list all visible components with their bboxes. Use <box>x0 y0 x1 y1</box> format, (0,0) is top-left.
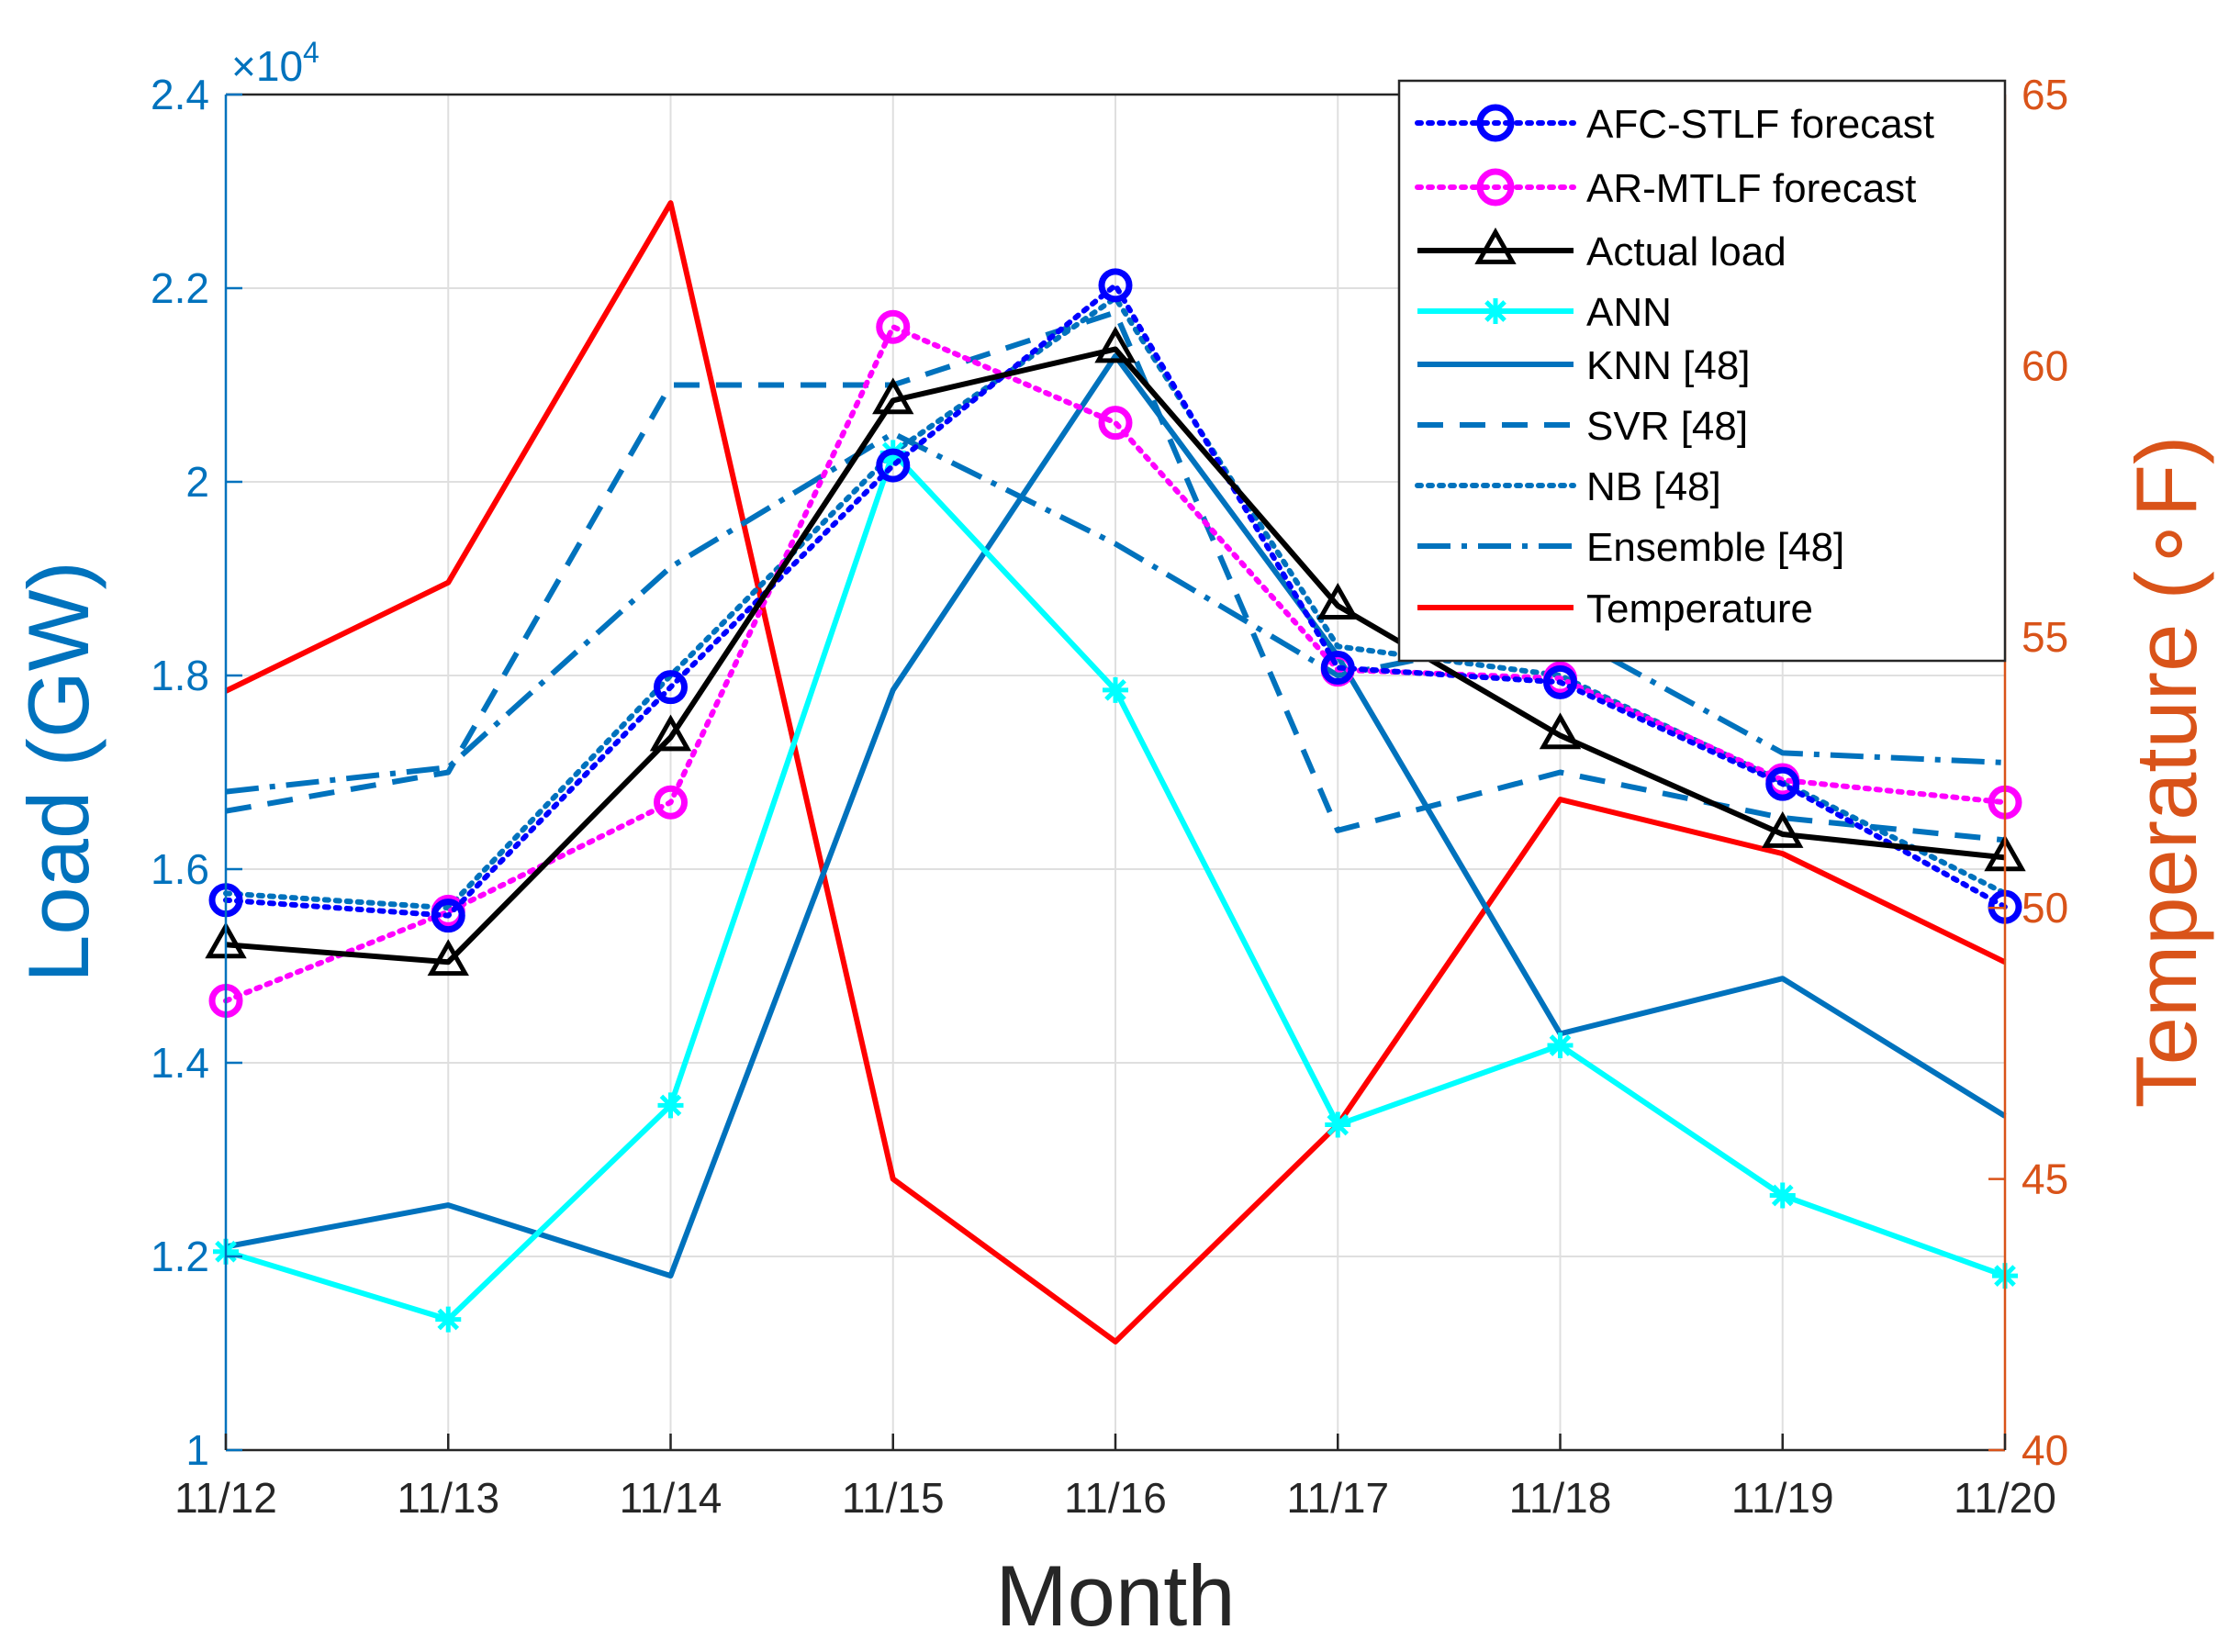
data-point-actual-load <box>872 377 914 415</box>
legend-item-ensemble-48: Ensemble [48] <box>1417 525 1844 570</box>
x-tick-label: 11/16 <box>1064 1474 1167 1522</box>
x-tick-label: 11/20 <box>1954 1474 2056 1522</box>
series-knn-48 <box>225 352 2007 1279</box>
y-left-tick-label: 1 <box>185 1426 209 1474</box>
data-point-actual-load <box>1539 712 1582 750</box>
data-point-actual-load <box>427 939 469 977</box>
data-point-actual-load <box>649 714 692 752</box>
data-point-afc-stlf-forecast <box>1765 766 1800 801</box>
data-point-ann <box>1325 1111 1351 1138</box>
series-line-knn-48 <box>225 352 2007 1279</box>
x-tick-label: 11/14 <box>620 1474 722 1522</box>
legend-item-knn-48: KNN [48] <box>1417 343 1751 388</box>
y-exponent-prefix: ×10 <box>231 42 303 90</box>
x-tick-label: 11/18 <box>1509 1474 1612 1522</box>
legend-item-svr-48: SVR [48] <box>1417 404 1748 449</box>
legend: AFC-STLF forecast AR-MTLF forecast Actual … <box>1397 79 2007 663</box>
legend-marker-ann <box>1483 298 1508 324</box>
data-point-ann <box>1103 676 1128 703</box>
series-line-actual-load <box>225 346 2006 966</box>
y-axis-left-label: Load (GW) <box>10 561 106 983</box>
y-left-tick-label: 1.4 <box>151 1039 209 1087</box>
legend-label-actual-load: Actual load <box>1586 229 1786 274</box>
data-point-ann <box>435 1306 462 1333</box>
x-tick-label: 11/12 <box>174 1474 277 1522</box>
legend-label-svr-48: SVR [48] <box>1586 404 1748 449</box>
data-point-actual-load <box>1094 326 1137 363</box>
axes: 1 1.2 1.4 1.6 1.8 2 2.2 2.4 40 45 50 55 60 65 11/12 11/… <box>151 71 2068 1522</box>
series-actual-load <box>205 326 2026 977</box>
y-left-tick-label: 2 <box>185 458 209 506</box>
legend-marker-afc-stlf-forecast <box>1476 104 1515 142</box>
data-point-ann <box>657 1092 684 1119</box>
y-left-tick-label: 2.2 <box>151 264 209 312</box>
data-point-actual-load <box>1316 582 1359 620</box>
x-tick-label: 11/15 <box>842 1474 945 1522</box>
data-point-ann <box>1769 1182 1796 1209</box>
series-line-ensemble-48 <box>225 430 2006 795</box>
legend-marker-actual-load <box>1474 227 1517 264</box>
legend-item-ann: ANN <box>1417 290 1672 335</box>
series-line-ar-mtlf-forecast <box>223 324 2008 1004</box>
y-right-tick-label: 50 <box>2022 884 2068 932</box>
data-point-ann <box>1547 1032 1574 1059</box>
data-point-afc-stlf-forecast <box>654 670 688 705</box>
data-point-afc-stlf-forecast <box>431 899 465 933</box>
legend-label-knn-48: KNN [48] <box>1586 343 1751 388</box>
data-point-actual-load <box>1762 810 1804 848</box>
y-left-tick-label: 1.8 <box>151 652 209 699</box>
series-afc-stlf-forecast <box>208 268 2022 933</box>
y-exponent-label: ×104 <box>231 36 319 90</box>
data-point-ar-mtlf-forecast <box>876 309 911 344</box>
x-axis-label: Month <box>995 1547 1235 1644</box>
y-axis-right-label: Temperature (∘F) <box>2118 436 2214 1109</box>
data-point-afc-stlf-forecast <box>1320 651 1355 686</box>
legend-item-temperature: Temperature <box>1417 586 1813 631</box>
x-tick-label: 11/13 <box>397 1474 499 1522</box>
legend-item-actual-load: Actual load <box>1417 227 1786 274</box>
legend-item-nb-48: NB [48] <box>1415 464 1721 509</box>
data-point-afc-stlf-forecast <box>1543 664 1577 699</box>
legend-label-ar-mtlf-forecast: AR-MTLF forecast <box>1586 166 1916 211</box>
y-left-tick-label: 1.2 <box>151 1233 209 1280</box>
x-tick-label: 11/17 <box>1286 1474 1389 1522</box>
legend-label-ensemble-48: Ensemble [48] <box>1586 525 1844 570</box>
y-left-tick-label: 1.6 <box>151 845 209 893</box>
data-series <box>205 200 2026 1345</box>
legend-label-afc-stlf-forecast: AFC-STLF forecast <box>1586 102 1934 147</box>
series-line-temperature <box>224 200 2007 1345</box>
legend-label-ann: ANN <box>1586 290 1672 335</box>
data-point-afc-stlf-forecast <box>1098 268 1133 303</box>
y-right-tick-label: 55 <box>2022 613 2068 661</box>
y-left-tick-label: 2.4 <box>151 71 209 118</box>
x-tick-label: 11/19 <box>1731 1474 1834 1522</box>
legend-marker-ar-mtlf-forecast <box>1476 168 1515 206</box>
legend-item-afc-stlf-forecast: AFC-STLF forecast <box>1415 102 1934 147</box>
data-point-ar-mtlf-forecast <box>1098 406 1133 441</box>
y-right-tick-label: 45 <box>2022 1155 2068 1203</box>
data-point-ar-mtlf-forecast <box>654 785 688 820</box>
series-ensemble-48 <box>225 430 2006 795</box>
series-temperature <box>224 200 2007 1345</box>
y-right-tick-label: 65 <box>2022 71 2068 118</box>
legend-box <box>1397 79 2007 663</box>
y-right-tick-label: 40 <box>2022 1426 2068 1474</box>
series-line-afc-stlf-forecast <box>223 282 2008 919</box>
data-point-afc-stlf-forecast <box>876 448 911 483</box>
legend-item-ar-mtlf-forecast: AR-MTLF forecast <box>1415 166 1916 211</box>
y-exponent-power: 4 <box>303 36 319 69</box>
legend-label-nb-48: NB [48] <box>1586 464 1721 509</box>
y-right-tick-label: 60 <box>2022 341 2068 389</box>
legend-label-temperature: Temperature <box>1586 586 1813 631</box>
